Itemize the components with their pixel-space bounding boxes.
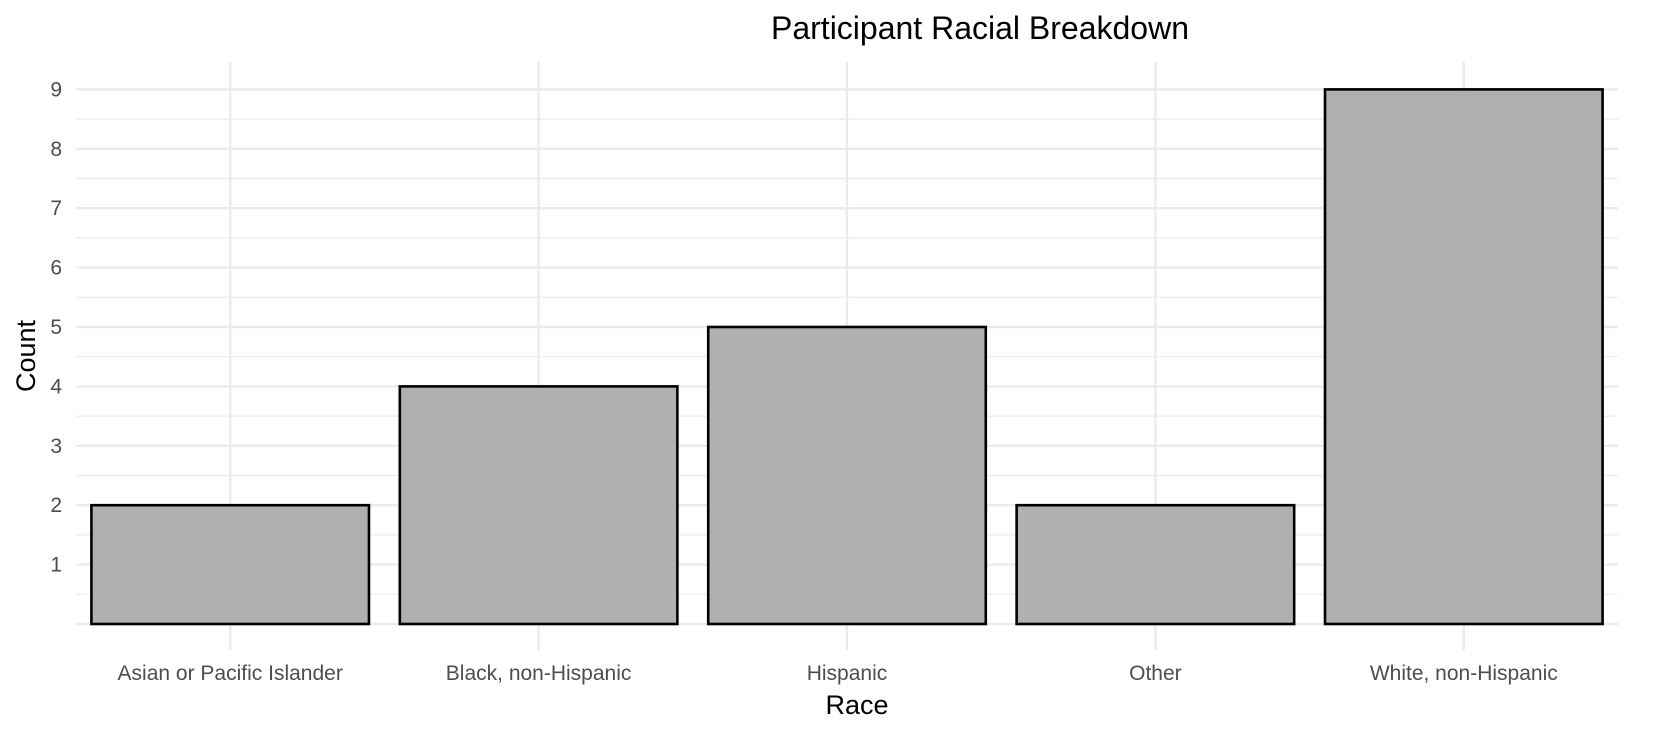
x-tick-label: Asian or Pacific Islander	[118, 662, 343, 685]
bar-5	[1323, 88, 1604, 626]
y-tick-label: 4	[50, 375, 62, 398]
x-axis-title: Race	[825, 690, 888, 720]
y-tick-label: 5	[50, 316, 62, 339]
x-tick-label: White, non-Hispanic	[1370, 662, 1558, 685]
y-tick-label: 1	[50, 554, 62, 577]
x-tick-label: Black, non-Hispanic	[446, 662, 632, 685]
x-tick-label: Other	[1129, 662, 1182, 685]
bar-1	[90, 503, 371, 626]
y-tick-label: 7	[50, 197, 62, 220]
y-axis-ticks: 1 2 3 4 5 6 7 8 9	[50, 78, 62, 576]
chart-title: Participant Racial Breakdown	[771, 10, 1189, 46]
x-tick-label: Hispanic	[807, 662, 888, 685]
bars	[90, 88, 1604, 626]
bar-4	[1015, 503, 1296, 626]
y-tick-label: 6	[50, 257, 62, 280]
y-tick-label: 8	[50, 138, 62, 161]
bar-2	[398, 385, 679, 626]
y-tick-label: 9	[50, 78, 62, 101]
y-axis-title: Count	[11, 319, 41, 392]
bar-3	[706, 325, 988, 626]
y-tick-label: 3	[50, 435, 62, 458]
x-axis-ticks: Asian or Pacific Islander Black, non-Hisp…	[118, 662, 1558, 685]
y-tick-label: 2	[50, 494, 62, 517]
